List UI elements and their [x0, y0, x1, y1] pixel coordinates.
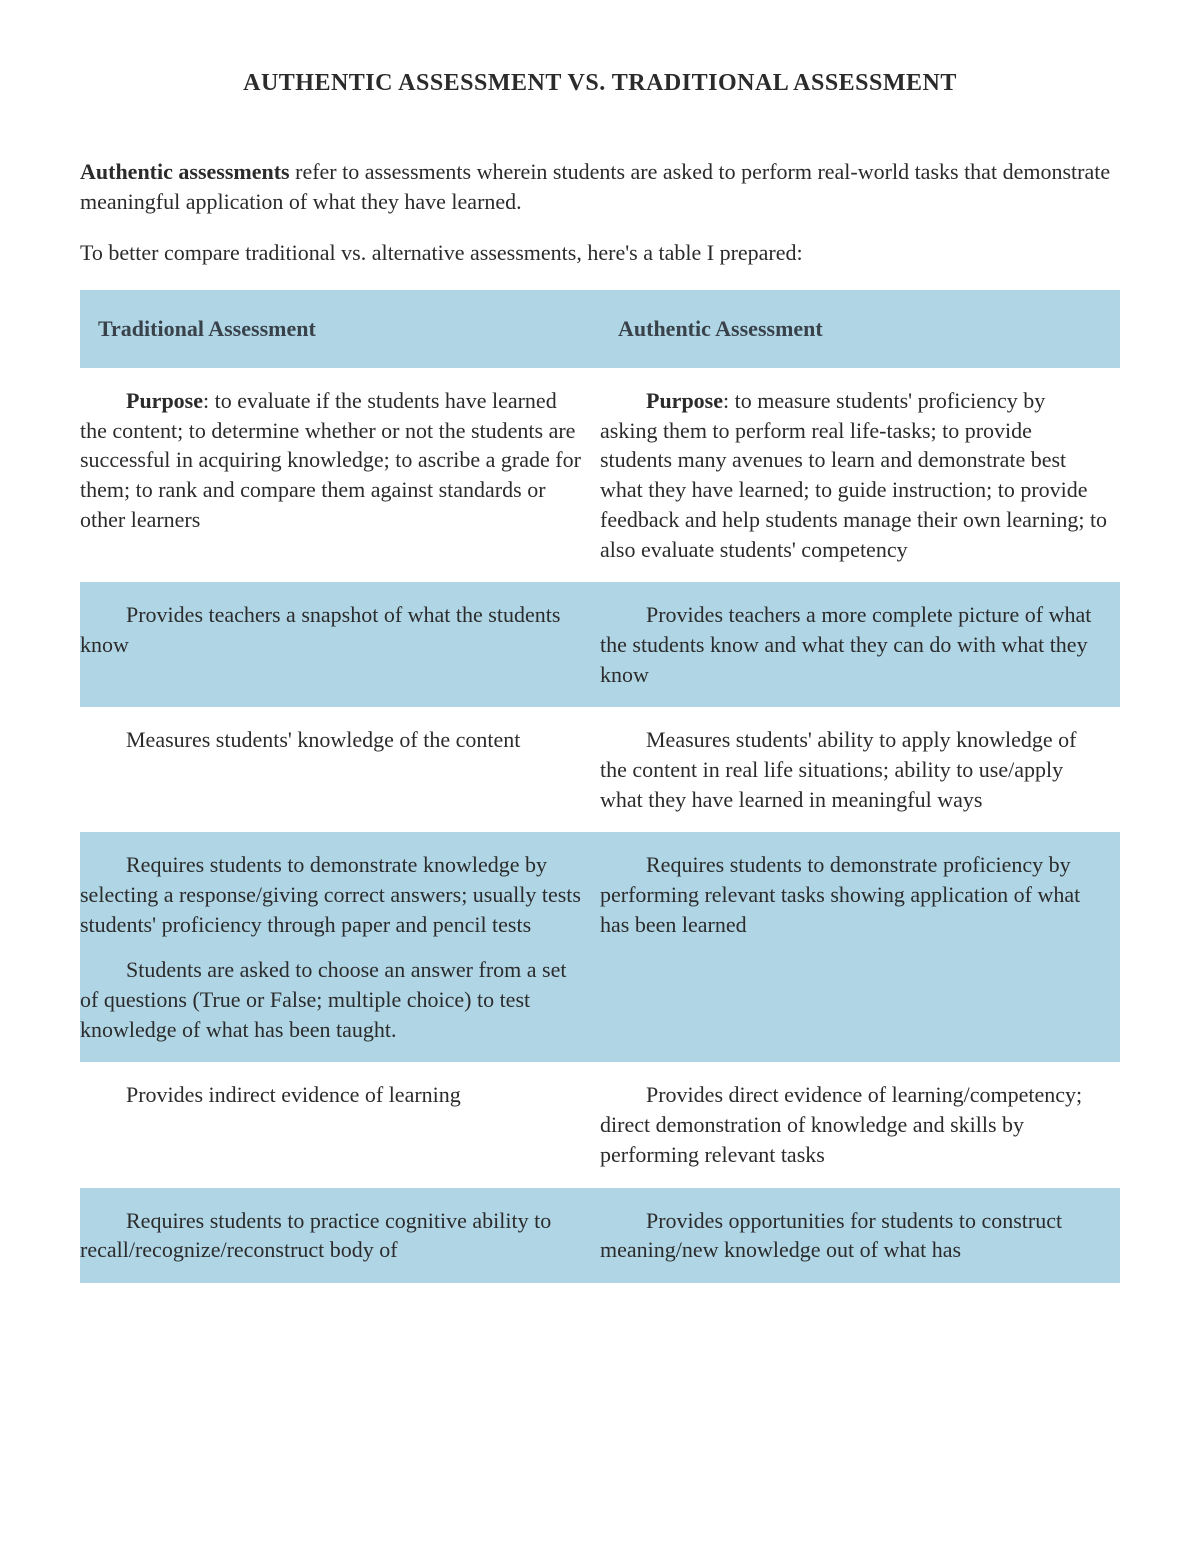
- bold-prefix: Purpose: [646, 388, 723, 413]
- cell-authentic: Measures students' ability to apply know…: [600, 707, 1120, 832]
- cell-traditional: Requires students to practice cognitive …: [80, 1188, 600, 1283]
- table-row: Measures students' knowledge of the cont…: [80, 707, 1120, 832]
- cell-paragraph: Measures students' knowledge of the cont…: [80, 725, 588, 755]
- cell-traditional: Provides indirect evidence of learning: [80, 1062, 600, 1187]
- cell-paragraph: Requires students to demonstrate knowled…: [80, 850, 588, 939]
- cell-text: : to measure students' proficiency by as…: [600, 388, 1107, 561]
- table-row: Purpose: to evaluate if the students hav…: [80, 368, 1120, 582]
- cell-authentic: Requires students to demonstrate profici…: [600, 832, 1120, 1062]
- intro-lead: Authentic assessments: [80, 159, 290, 184]
- cell-paragraph: Measures students' ability to apply know…: [600, 725, 1108, 814]
- cell-traditional: Provides teachers a snapshot of what the…: [80, 582, 600, 707]
- table-row: Requires students to practice cognitive …: [80, 1188, 1120, 1283]
- cell-paragraph: Requires students to demonstrate profici…: [600, 850, 1108, 939]
- column-header-traditional: Traditional Assessment: [80, 290, 600, 368]
- page-title: AUTHENTIC ASSESSMENT VS. TRADITIONAL ASS…: [80, 70, 1120, 97]
- cell-authentic: Provides teachers a more complete pictur…: [600, 582, 1120, 707]
- cell-paragraph: Purpose: to measure students' proficienc…: [600, 386, 1108, 564]
- cell-text: Provides teachers a snapshot of what the…: [80, 602, 560, 657]
- cell-authentic: Purpose: to measure students' proficienc…: [600, 368, 1120, 582]
- cell-paragraph: Purpose: to evaluate if the students hav…: [80, 386, 588, 534]
- cell-paragraph: Provides teachers a snapshot of what the…: [80, 600, 588, 659]
- cell-text: Provides opportunities for students to c…: [600, 1208, 1062, 1263]
- cell-paragraph: Students are asked to choose an answer f…: [80, 955, 588, 1044]
- table-row: Provides teachers a snapshot of what the…: [80, 582, 1120, 707]
- cell-text: Students are asked to choose an answer f…: [80, 957, 566, 1041]
- cell-text: Requires students to practice cognitive …: [80, 1208, 551, 1263]
- intro-paragraph-2: To better compare traditional vs. altern…: [80, 238, 1120, 268]
- cell-text: Requires students to demonstrate knowled…: [80, 852, 581, 936]
- cell-traditional: Measures students' knowledge of the cont…: [80, 707, 600, 832]
- cell-text: Provides indirect evidence of learning: [126, 1082, 461, 1107]
- document-page: AUTHENTIC ASSESSMENT VS. TRADITIONAL ASS…: [0, 0, 1200, 1283]
- column-header-authentic: Authentic Assessment: [600, 290, 1120, 368]
- cell-authentic: Provides direct evidence of learning/com…: [600, 1062, 1120, 1187]
- cell-text: Requires students to demonstrate profici…: [600, 852, 1080, 936]
- cell-text: Measures students' ability to apply know…: [600, 727, 1076, 811]
- cell-text: Provides teachers a more complete pictur…: [600, 602, 1091, 686]
- table-row: Requires students to demonstrate knowled…: [80, 832, 1120, 1062]
- cell-text: Measures students' knowledge of the cont…: [126, 727, 520, 752]
- intro-paragraph-1: Authentic assessments refer to assessmen…: [80, 157, 1120, 216]
- cell-paragraph: Provides indirect evidence of learning: [80, 1080, 588, 1110]
- cell-authentic: Provides opportunities for students to c…: [600, 1188, 1120, 1283]
- cell-paragraph: Requires students to practice cognitive …: [80, 1206, 588, 1265]
- comparison-table: Traditional Assessment Authentic Assessm…: [80, 290, 1120, 1283]
- cell-text: Provides direct evidence of learning/com…: [600, 1082, 1082, 1166]
- cell-traditional: Requires students to demonstrate knowled…: [80, 832, 600, 1062]
- table-row: Provides indirect evidence of learning Pr…: [80, 1062, 1120, 1187]
- cell-paragraph: Provides teachers a more complete pictur…: [600, 600, 1108, 689]
- cell-paragraph: Provides opportunities for students to c…: [600, 1206, 1108, 1265]
- table-header-row: Traditional Assessment Authentic Assessm…: [80, 290, 1120, 368]
- bold-prefix: Purpose: [126, 388, 203, 413]
- cell-traditional: Purpose: to evaluate if the students hav…: [80, 368, 600, 582]
- cell-paragraph: Provides direct evidence of learning/com…: [600, 1080, 1108, 1169]
